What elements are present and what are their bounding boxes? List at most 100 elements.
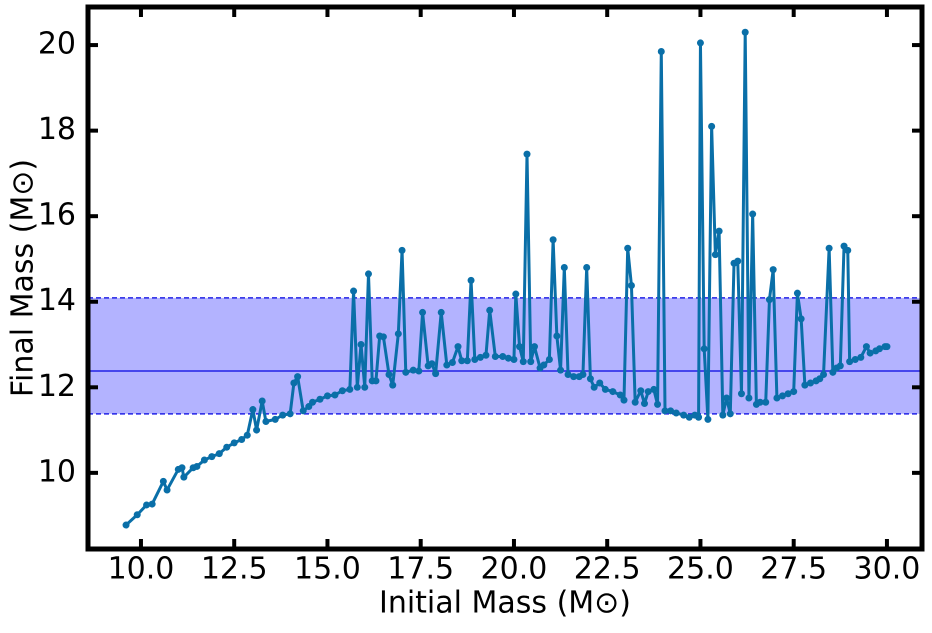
data-point (415, 367, 423, 375)
data-point (883, 343, 891, 351)
data-point (765, 296, 773, 304)
data-point (680, 411, 688, 419)
data-point (624, 244, 632, 252)
data-point (596, 379, 604, 387)
data-point (631, 398, 639, 406)
data-point (857, 353, 865, 361)
data-point (499, 352, 507, 360)
data-point (350, 287, 358, 295)
data-point (200, 456, 208, 464)
x-tick-label: 20.0 (481, 552, 548, 587)
data-point (271, 415, 279, 423)
data-point (530, 343, 538, 351)
data-point (258, 397, 266, 405)
data-point (836, 362, 844, 370)
data-point (661, 407, 669, 415)
data-point (309, 398, 317, 406)
x-tick-label: 30.0 (854, 552, 921, 587)
data-point (560, 264, 568, 272)
data-point (846, 358, 854, 366)
data-point (820, 370, 828, 378)
data-point (163, 486, 171, 494)
data-point (672, 409, 680, 417)
data-point (249, 406, 257, 414)
data-point (704, 415, 712, 423)
data-point (428, 360, 436, 368)
y-tick-label: 20 (38, 27, 76, 62)
data-point (148, 500, 156, 508)
data-point (695, 413, 703, 421)
data-point (875, 345, 883, 353)
data-point (737, 390, 745, 398)
data-point (640, 400, 648, 408)
x-tick-label: 22.5 (574, 552, 641, 587)
data-point (545, 355, 553, 363)
data-point (353, 383, 361, 391)
data-point (122, 521, 130, 529)
data-point (685, 413, 693, 421)
data-point (696, 39, 704, 47)
data-point (586, 375, 594, 383)
data-point (564, 370, 572, 378)
data-point (338, 387, 346, 395)
data-point (243, 431, 251, 439)
x-tick-label: 12.5 (201, 552, 268, 587)
data-point (723, 394, 731, 402)
data-point (711, 251, 719, 259)
data-point (357, 341, 365, 349)
data-point (715, 227, 723, 235)
data-point (790, 388, 798, 396)
data-point (262, 418, 270, 426)
data-point (553, 332, 561, 340)
data-point (700, 345, 708, 353)
data-point (510, 355, 518, 363)
y-axis-label: Final Mass (M⊙) (6, 159, 41, 397)
data-point (143, 501, 151, 509)
data-point (463, 357, 471, 365)
data-point (583, 264, 591, 272)
data-point (527, 358, 535, 366)
y-tick-label: 14 (38, 283, 76, 318)
data-point (540, 361, 548, 369)
data-point (486, 306, 494, 314)
data-point (579, 370, 587, 378)
data-point (844, 246, 852, 254)
data-point (476, 353, 484, 361)
y-tick-label: 18 (38, 112, 76, 147)
data-point (178, 464, 186, 472)
data-point (437, 308, 445, 316)
data-point (443, 361, 451, 369)
data-point (133, 511, 141, 519)
data-point (784, 390, 792, 398)
data-point (512, 290, 520, 298)
data-point (726, 410, 734, 418)
data-point (745, 394, 753, 402)
data-point (627, 281, 635, 289)
data-point (361, 383, 369, 391)
data-point (797, 315, 805, 323)
x-tick-label: 15.0 (294, 552, 361, 587)
data-point (523, 150, 531, 158)
data-point (756, 398, 764, 406)
data-point (193, 462, 201, 470)
data-point (806, 379, 814, 387)
data-point (734, 257, 742, 265)
data-point (398, 246, 406, 254)
x-tick-label: 25.0 (667, 552, 734, 587)
data-point (180, 473, 188, 481)
data-point (389, 381, 397, 389)
data-point (609, 388, 617, 396)
y-tick-label: 10 (38, 454, 76, 489)
data-point (208, 453, 216, 461)
data-point (458, 357, 466, 365)
data-point (762, 398, 770, 406)
data-point (866, 349, 874, 357)
data-point (364, 270, 372, 278)
x-tick-label: 17.5 (387, 552, 454, 587)
data-point (862, 343, 870, 351)
data-point (402, 368, 410, 376)
data-point (601, 385, 609, 393)
data-point (409, 366, 417, 374)
data-point (654, 400, 662, 408)
data-point (223, 443, 231, 451)
